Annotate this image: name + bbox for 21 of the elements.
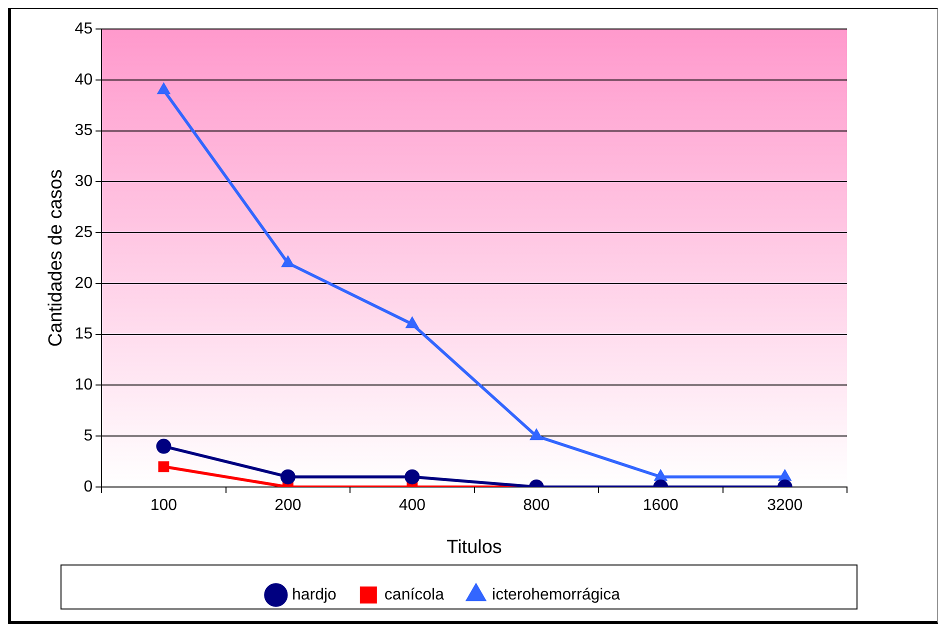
y-tick-label: 40 xyxy=(74,71,93,88)
y-tick-label: 15 xyxy=(74,326,93,343)
y-tick-label: 0 xyxy=(84,478,93,496)
legend-label: canícola xyxy=(384,586,444,604)
x-tick-label: 100 xyxy=(150,497,178,514)
y-tick-label: 25 xyxy=(74,224,93,241)
y-tick-label: 10 xyxy=(74,376,93,394)
x-tick-label: 200 xyxy=(274,497,302,514)
y-tick-label: 35 xyxy=(74,122,93,140)
y-axis-title: Cantidades de casos xyxy=(46,169,67,347)
x-tick-label: 400 xyxy=(398,497,426,514)
legend-label: hardjo xyxy=(292,586,337,604)
y-tick-label: 5 xyxy=(84,428,93,445)
y-tick-label: 45 xyxy=(74,20,93,38)
y-tick-label: 30 xyxy=(74,173,93,190)
x-axis-title: Titulos xyxy=(446,536,502,558)
legend-label: icterohemorrágica xyxy=(492,586,620,604)
x-tick-label: 1600 xyxy=(642,497,679,514)
y-tick-label: 20 xyxy=(74,274,93,292)
x-tick-label: 3200 xyxy=(767,497,803,514)
x-tick-label: 800 xyxy=(523,497,550,514)
